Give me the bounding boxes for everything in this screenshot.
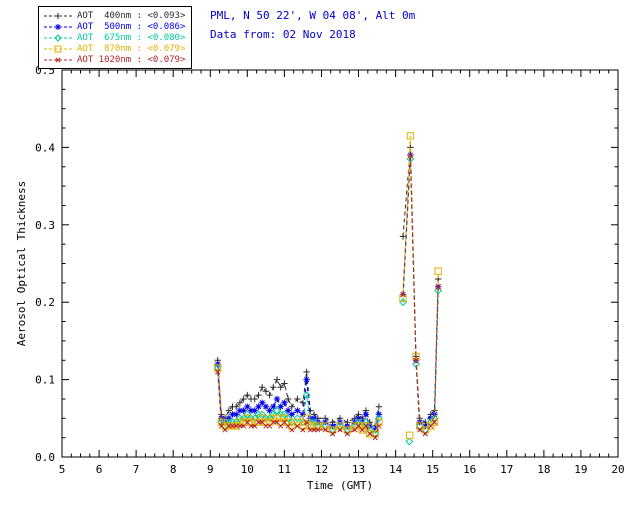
y-tick-label: 0.2 [35,296,55,309]
x-tick-label: 11 [278,463,291,476]
y-tick-label: 0.4 [35,141,55,154]
series-line [217,135,439,435]
legend-item-aot-1020nm: AOT 1020nm : <0.079> [43,54,185,65]
x-axis-label: Time (GMT) [307,479,373,492]
legend-item-aot-675nm: AOT 675nm : <0.080> [43,32,185,43]
x-tick-label: 19 [574,463,587,476]
y-tick-label: 0.0 [35,451,55,464]
series-line [217,147,439,427]
legend-label: AOT 675nm : <0.080> [77,32,186,43]
x-tick-label: 6 [96,463,103,476]
axis-text: 5 6 7 8 9 10 11 12 13 14 15 16 17 18 19 20 0.0 0.1 0.2 0.3 0… [15,64,625,492]
legend-label: AOT 500nm : <0.086> [77,21,186,32]
legend-label: AOT 400nm : <0.093> [77,10,186,21]
x-tick-label: 7 [133,463,140,476]
series-aot-400nm [214,144,442,430]
series-aot-1020nm [215,152,441,441]
x-tick-label: 17 [500,463,513,476]
series-markers [214,151,442,434]
y-axis-label: Aerosol Optical Thickness [15,181,28,347]
x-tick-label: 9 [207,463,214,476]
x-tick-label: 14 [389,463,403,476]
x-tick-label: 20 [611,463,624,476]
legend-item-aot-500nm: AOT 500nm : <0.086> [43,21,185,32]
legend-label: AOT 870nm : <0.079> [77,43,186,54]
outlier-marker [406,431,414,439]
legend-item-aot-870nm: AOT 870nm : <0.079> [43,43,185,54]
station-info-text: PML, N 50 22', W 04 08', Alt 0m [210,9,416,22]
legend-line-sample [44,33,72,42]
legend-label: AOT 1020nm : <0.079> [77,54,186,65]
x-tick-label: 5 [59,463,66,476]
plot-header: PML, N 50 22', W 04 08', Alt 0m Data fro… [210,6,415,44]
series-markers [215,152,441,441]
y-tick-label: 0.1 [35,374,55,387]
x-tick-label: 8 [170,463,177,476]
x-tick-label: 12 [315,463,328,476]
x-tick-label: 13 [352,463,365,476]
x-tick-label: 16 [463,463,476,476]
plot-frame [61,69,619,458]
x-tick-label: 15 [426,463,439,476]
series-aot-500nm [214,151,442,434]
data-date-text: Data from: 02 Nov 2018 [210,28,356,41]
legend-line-sample [44,23,72,30]
x-tick-label: 18 [537,463,550,476]
legend-box: AOT 400nm : <0.093> AOT 500nm : <0.086> AO… [38,6,193,69]
ticks [61,69,619,458]
axes [61,69,619,458]
x-tick-label: 10 [241,463,254,476]
legend-item-aot-400nm: AOT 400nm : <0.093> [43,10,185,21]
legend-line-sample [44,12,72,19]
outlier-marker [405,437,414,446]
legend-line-sample [44,56,72,63]
y-tick-label: 0.3 [35,219,55,232]
legend-line-sample [44,45,72,52]
